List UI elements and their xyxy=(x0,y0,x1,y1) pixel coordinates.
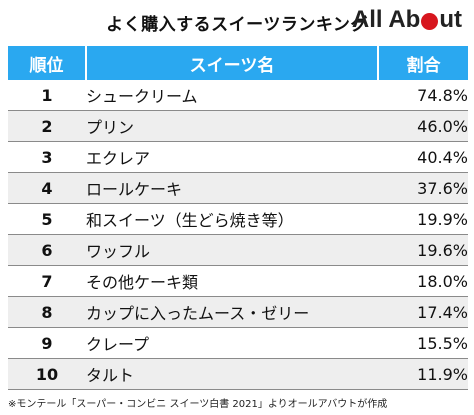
table-header-row: 順位 スイーツ名 割合 xyxy=(8,46,468,80)
table-row: 8 カップに入ったムース・ゼリー 17.4% xyxy=(8,296,468,328)
sweet-name-cell: エクレア xyxy=(86,141,378,173)
percent-cell: 11.9% xyxy=(378,358,468,390)
table-row: 7 その他ケーキ類 18.0% xyxy=(8,265,468,297)
rank-cell: 2 xyxy=(8,110,86,142)
rank-cell: 3 xyxy=(8,141,86,173)
ranking-table-body: 1 シュークリーム 74.8% 2 プリン 46.0% 3 エクレア 40.4% 4 ロールケーキ 3… xyxy=(8,80,468,390)
logo-text-right: ut xyxy=(439,6,462,33)
rank-cell: 5 xyxy=(8,203,86,235)
column-header-rank: 順位 xyxy=(8,46,87,80)
ranking-table: 順位 スイーツ名 割合 1 シュークリーム 74.8% 2 プリン 46.0% 3 エクレア 4… xyxy=(8,46,468,390)
rank-cell: 1 xyxy=(8,80,86,111)
sweet-name-cell: その他ケーキ類 xyxy=(86,265,378,297)
table-row: 9 クレープ 15.5% xyxy=(8,327,468,359)
rank-cell: 7 xyxy=(8,265,86,297)
source-footnote: ※モンテール「スーパー・コンビニ スイーツ白書 2021」よりオールアバウトが作… xyxy=(8,399,388,410)
percent-cell: 18.0% xyxy=(378,265,468,297)
logo-text-left: All Ab xyxy=(351,6,421,33)
rank-cell: 6 xyxy=(8,234,86,266)
column-header-name: スイーツ名 xyxy=(86,46,379,80)
percent-cell: 37.6% xyxy=(378,172,468,204)
table-row: 5 和スイーツ（生どら焼き等） 19.9% xyxy=(8,203,468,235)
percent-cell: 46.0% xyxy=(378,110,468,142)
header-bar: よく購入するスイーツランキング All Ab ut xyxy=(0,0,474,44)
table-row: 2 プリン 46.0% xyxy=(8,110,468,142)
percent-cell: 15.5% xyxy=(378,327,468,359)
table-row: 3 エクレア 40.4% xyxy=(8,141,468,173)
sweet-name-cell: タルト xyxy=(86,358,378,390)
rank-cell: 10 xyxy=(8,358,86,390)
chart-title: よく購入するスイーツランキング xyxy=(106,15,368,35)
percent-cell: 19.6% xyxy=(378,234,468,266)
rank-cell: 8 xyxy=(8,296,86,328)
sweet-name-cell: ロールケーキ xyxy=(86,172,378,204)
percent-cell: 19.9% xyxy=(378,203,468,235)
column-header-percent: 割合 xyxy=(378,46,468,80)
sweet-name-cell: ワッフル xyxy=(86,234,378,266)
sweet-name-cell: プリン xyxy=(86,110,378,142)
allabout-logo: All Ab ut xyxy=(352,6,462,34)
sweet-name-cell: クレープ xyxy=(86,327,378,359)
rank-cell: 9 xyxy=(8,327,86,359)
table-row: 4 ロールケーキ 37.6% xyxy=(8,172,468,204)
rank-cell: 4 xyxy=(8,172,86,204)
percent-cell: 17.4% xyxy=(378,296,468,328)
percent-cell: 40.4% xyxy=(378,141,468,173)
sweet-name-cell: カップに入ったムース・ゼリー xyxy=(86,296,378,328)
percent-cell: 74.8% xyxy=(378,80,468,111)
table-row: 6 ワッフル 19.6% xyxy=(8,234,468,266)
logo-red-dot-icon xyxy=(421,12,439,30)
sweet-name-cell: 和スイーツ（生どら焼き等） xyxy=(86,203,378,235)
table-row: 1 シュークリーム 74.8% xyxy=(8,80,468,111)
table-row: 10 タルト 11.9% xyxy=(8,358,468,390)
sweet-name-cell: シュークリーム xyxy=(86,80,378,111)
